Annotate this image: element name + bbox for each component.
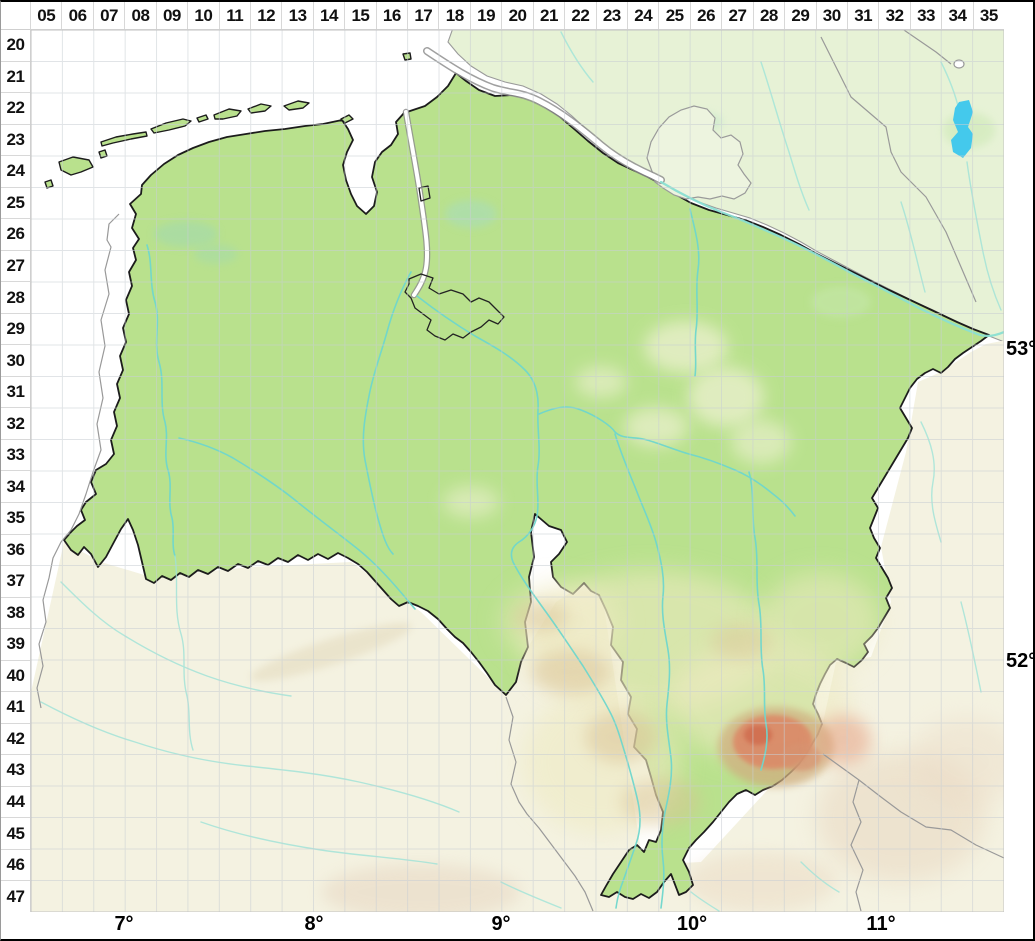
grid-column-label: 21 bbox=[532, 2, 564, 29]
row-header: 20 21 22 23 24 25 26 27 28 29 30 31 32 33 34 35 36 37 38 39… bbox=[1, 30, 31, 912]
grid-row-label: 25 bbox=[1, 186, 30, 219]
southeast-hills-tint bbox=[911, 717, 1004, 807]
grid-column-label: 27 bbox=[721, 2, 752, 29]
grid-row-label: 23 bbox=[1, 123, 30, 156]
latitude-axis: 53° 52° bbox=[1004, 2, 1035, 912]
grid-row-label: 40 bbox=[1, 659, 30, 692]
grid-row-label: 24 bbox=[1, 155, 30, 187]
latitude-label: 52° bbox=[1006, 650, 1035, 672]
grid-column-label: 07 bbox=[92, 2, 124, 29]
grid-row-label: 27 bbox=[1, 249, 30, 282]
grid-row-label: 45 bbox=[1, 817, 30, 849]
grid-column-label: 29 bbox=[784, 2, 815, 29]
longitude-axis: 7° 8° 9° 10° 11° bbox=[1, 912, 1033, 939]
grid-column-label: 26 bbox=[689, 2, 721, 29]
hesse-hills-tint bbox=[686, 852, 836, 912]
grid-column-label: 08 bbox=[124, 2, 155, 29]
longitude-label: 7° bbox=[114, 913, 134, 935]
grid-row-label: 28 bbox=[1, 281, 30, 313]
grid-column-label: 20 bbox=[501, 2, 532, 29]
longitude-label: 10° bbox=[676, 913, 708, 935]
grid-column-label: 05 bbox=[37, 5, 56, 25]
longitude-label: 9° bbox=[491, 913, 511, 935]
grid-row-label: 42 bbox=[1, 722, 30, 755]
latitude-label: 53° bbox=[1006, 338, 1035, 360]
grid-row-label: 43 bbox=[1, 754, 30, 786]
grid-row-label: 31 bbox=[1, 375, 30, 408]
grid-column-label: 34 bbox=[941, 2, 972, 29]
grid-row-label: 36 bbox=[1, 533, 30, 566]
grid-row-label: 32 bbox=[1, 407, 30, 439]
grid-column-label: 16 bbox=[375, 2, 407, 29]
sauerland-tint bbox=[321, 864, 521, 912]
grid-row-label: 35 bbox=[1, 501, 30, 534]
grid-row-label: 20 bbox=[6, 35, 25, 55]
lake bbox=[951, 100, 973, 158]
grid-column-label: 33 bbox=[909, 2, 941, 29]
grid-column-label: 24 bbox=[627, 2, 658, 29]
grid-column-label: 13 bbox=[281, 2, 312, 29]
grid-row-label: 38 bbox=[1, 596, 30, 629]
grid-column-label: 22 bbox=[564, 2, 595, 29]
grid-row-label: 37 bbox=[1, 565, 30, 597]
elbe-river bbox=[423, 47, 665, 184]
grid-column-label: 06 bbox=[61, 2, 92, 29]
grid-column-label: 17 bbox=[407, 2, 438, 29]
grid-row-label: 39 bbox=[1, 628, 30, 660]
grid-row-label: 34 bbox=[1, 470, 30, 502]
teutoburg-ridge-tint bbox=[250, 622, 412, 682]
grid-row-label: 21 bbox=[1, 60, 30, 93]
grid-row-label: 26 bbox=[1, 218, 30, 250]
grid-row-label: 22 bbox=[1, 92, 30, 124]
grid-column-label: 23 bbox=[595, 2, 627, 29]
east-frisian-islands bbox=[44, 52, 412, 189]
grid-column-label: 12 bbox=[249, 2, 281, 29]
grid-row-label: 41 bbox=[1, 691, 30, 723]
grid-row-label: 47 bbox=[1, 880, 30, 912]
grid-corner-cell bbox=[1, 2, 31, 30]
grid-row-label: 44 bbox=[1, 785, 30, 818]
grid-column-label: 32 bbox=[878, 2, 909, 29]
grid-column-label: 31 bbox=[846, 2, 878, 29]
grid-column-label: 18 bbox=[438, 2, 469, 29]
longitude-label: 11° bbox=[866, 913, 896, 935]
mtb-grid bbox=[31, 30, 1004, 912]
grid-column-label: 25 bbox=[658, 2, 689, 29]
grid-column-label: 09 bbox=[155, 2, 187, 29]
grid-column-label: 19 bbox=[469, 2, 501, 29]
grid-row-label: 46 bbox=[1, 848, 30, 881]
rivers bbox=[146, 180, 1004, 909]
grid-column-label: 11 bbox=[218, 2, 250, 29]
grid-column-label: 10 bbox=[187, 2, 218, 29]
grid-row-label: 33 bbox=[1, 438, 30, 471]
grid-column-label: 14 bbox=[312, 2, 344, 29]
column-header: 05 06 07 08 09 10 11 12 13 14 15 16 17 18 19 20 21 22 23 24… bbox=[31, 2, 1004, 30]
bremen-enclave-outline bbox=[404, 185, 505, 341]
grid-row-label: 30 bbox=[1, 344, 30, 376]
longitude-label: 8° bbox=[304, 913, 324, 935]
grid-column-label: 28 bbox=[752, 2, 784, 29]
grid-column-label: 15 bbox=[344, 2, 375, 29]
grid-row-label: 29 bbox=[1, 312, 30, 345]
outside-rivers bbox=[40, 31, 1002, 912]
grid-column-label: 35 bbox=[972, 2, 1004, 29]
grid-column-label: 30 bbox=[815, 2, 847, 29]
